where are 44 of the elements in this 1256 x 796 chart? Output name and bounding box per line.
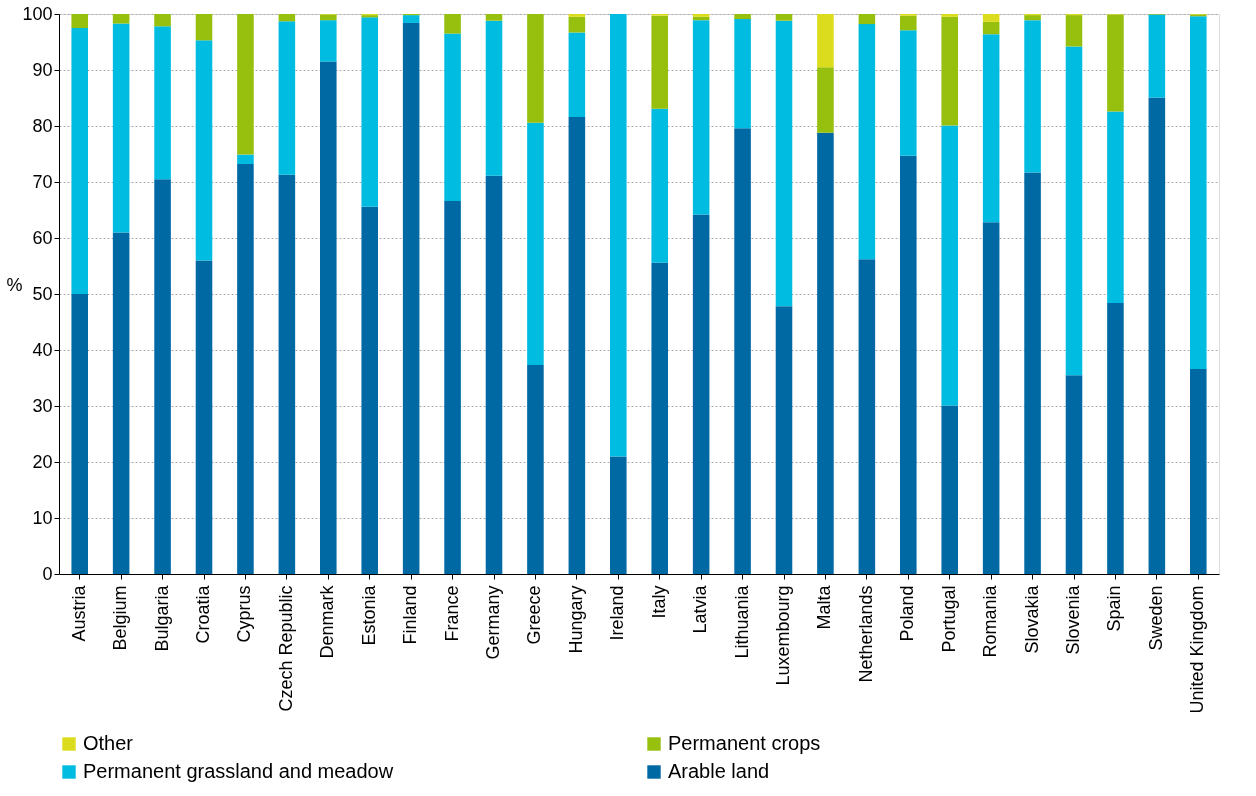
x-tick-label: Latvia [690, 584, 711, 634]
y-tick-label: 70 [32, 171, 53, 192]
x-tick-label: Slovenia [1063, 584, 1083, 655]
x-tick-label: Denmark [317, 584, 338, 659]
x-tick-label: Netherlands [855, 585, 876, 683]
x-tick-label: Malta [814, 584, 835, 630]
x-tick-label: Lithuania [731, 584, 752, 659]
y-tick-label: 10 [32, 507, 53, 528]
x-tick-label: Hungary [565, 585, 586, 654]
y-tick-label: 50 [32, 283, 53, 304]
x-tick-label: Czech Republic [275, 585, 296, 712]
x-tick-label: Romania [980, 584, 1001, 658]
legend-label: Other [83, 732, 134, 754]
y-tick-label: 30 [32, 395, 53, 416]
x-tick-label: Poland [897, 585, 918, 642]
x-tick-label: United Kingdom [1187, 585, 1208, 714]
y-axis-title: % [6, 274, 23, 295]
x-tick-label: Austria [68, 584, 89, 642]
y-tick-label: 80 [32, 115, 53, 136]
x-tick-label: Luxembourg [773, 585, 793, 686]
legend-label: Permanent grassland and meadow [83, 760, 394, 782]
x-tick-label: Cyprus [234, 585, 255, 643]
x-tick-label: France [441, 585, 462, 642]
y-tick-label: 90 [32, 59, 53, 80]
x-tick-label: Finland [400, 585, 421, 645]
x-tick-label: Slovakia [1021, 584, 1042, 654]
y-tick-label: 20 [32, 451, 53, 472]
x-tick-label: Portugal [938, 585, 959, 653]
legend-label: Permanent crops [668, 732, 821, 754]
x-tick-label: Germany [483, 585, 503, 660]
x-tick-label: Spain [1104, 585, 1125, 632]
y-tick-label: 40 [32, 339, 53, 360]
y-tick-label: 60 [32, 227, 53, 248]
x-tick-label: Estonia [358, 584, 379, 646]
x-tick-label: Sweden [1145, 585, 1166, 651]
x-tick-label: Greece [524, 585, 545, 645]
x-tick-label: Bulgaria [151, 584, 172, 652]
y-tick-label: 100 [22, 3, 53, 24]
x-tick-label: Croatia [193, 584, 213, 644]
x-tick-label: Ireland [607, 585, 628, 641]
y-tick-label: 0 [42, 563, 53, 584]
x-tick-label: Belgium [110, 585, 131, 651]
legend-label: Arable land [668, 760, 770, 782]
x-tick-label: Italy [648, 585, 669, 619]
